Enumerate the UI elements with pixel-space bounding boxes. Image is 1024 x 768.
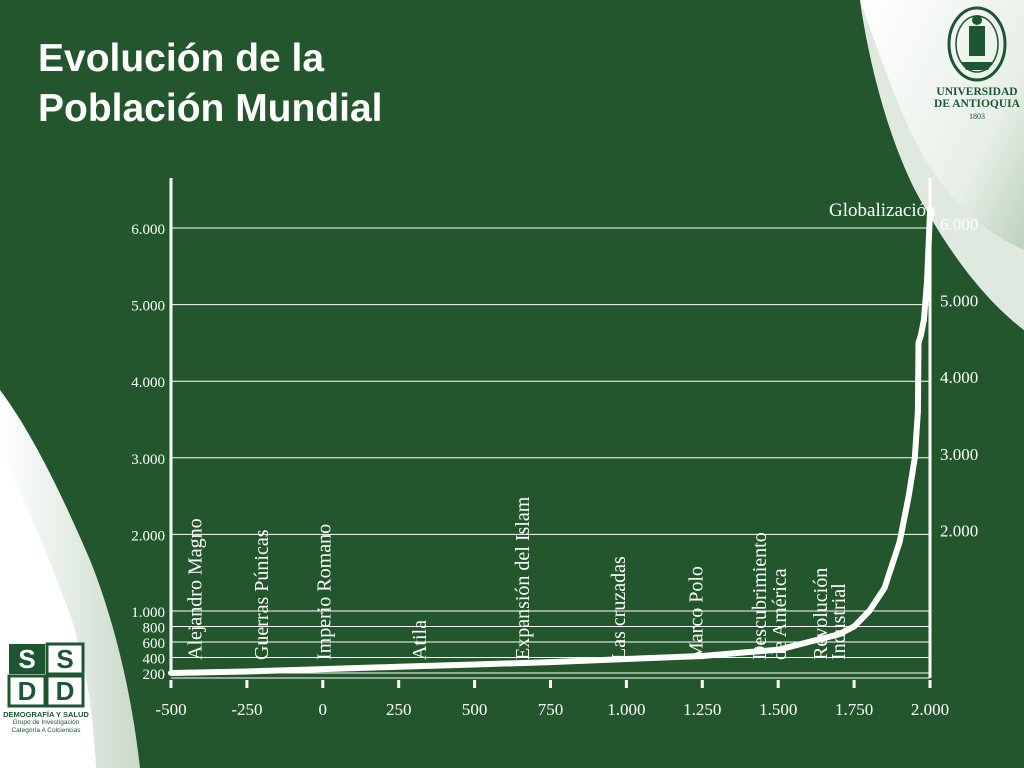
university-year: 1803 — [969, 112, 985, 121]
x-tick-label: 1.000 — [607, 700, 645, 719]
university-name-line-1: UNIVERSIDAD — [936, 86, 1018, 98]
data-point — [398, 666, 400, 668]
data-point — [883, 587, 885, 589]
data-point — [550, 661, 551, 663]
y-tick-label-left: 2.000 — [131, 528, 165, 544]
title-line-2: Población Mundial — [38, 87, 383, 130]
data-point — [923, 319, 925, 321]
y-tick-label-left: 600 — [143, 636, 166, 652]
x-tick-label: 0 — [319, 700, 328, 719]
group-name-line-1: DEMOGRAFÍA Y SALUD — [3, 710, 89, 719]
data-point — [474, 663, 476, 665]
sd-logo-icon: S S D D — [7, 642, 85, 708]
annotation-label: Imperio Romano — [313, 524, 335, 660]
x-tick-label: 750 — [538, 700, 564, 719]
y-tick-label-left: 3.000 — [131, 452, 165, 468]
group-name-line-2: Grupo de Investigación — [12, 719, 80, 726]
y-tick-label-right: 6.000 — [940, 215, 978, 234]
y-tick-label-right: 2.000 — [940, 521, 978, 540]
x-tick-label: 1.750 — [835, 700, 873, 719]
annotation-label: Guerras Púnicas — [251, 529, 273, 660]
data-point — [747, 651, 749, 653]
data-point — [808, 641, 810, 643]
y-tick-label-right: 5.000 — [940, 292, 978, 311]
annotation-label: Alejandro Magno — [184, 518, 206, 660]
x-tick-label: -500 — [155, 700, 186, 719]
university-name-line-2: DE ANTIOQUIA — [934, 98, 1020, 110]
annotation-label: Marco Polo — [685, 566, 707, 660]
sd-logo: S S D D DEMOGRAFÍA Y SALUD Grupo de Inve… — [0, 636, 92, 756]
y-tick-label-left: 4.000 — [131, 375, 165, 391]
data-point — [853, 626, 855, 627]
x-tick-label: 1.500 — [759, 700, 797, 719]
annotation-label: Expansión del Islam — [512, 496, 534, 660]
data-point — [929, 212, 931, 214]
data-point — [246, 670, 248, 672]
y-tick-label-left: 1.000 — [131, 605, 165, 621]
slide-title: Evolución de la Población Mundial — [38, 34, 383, 134]
university-seal-icon — [947, 6, 1007, 82]
data-point — [625, 658, 627, 660]
data-point — [908, 495, 910, 497]
svg-text:D: D — [18, 676, 37, 706]
data-point — [914, 457, 916, 459]
annotation-label: Las cruzadas — [608, 556, 630, 660]
annotation-label: Atila — [409, 620, 431, 660]
data-point — [926, 281, 928, 283]
x-tick-label: 1.250 — [683, 700, 721, 719]
university-logo: UNIVERSIDAD DE ANTIOQUIA 1803 — [934, 0, 1020, 130]
x-tick-label: 500 — [462, 700, 488, 719]
y-tick-label-left: 200 — [143, 667, 166, 683]
data-point — [917, 411, 919, 413]
data-point — [322, 668, 324, 670]
y-tick-label-left: 800 — [143, 621, 166, 637]
x-tick-label: 2.000 — [911, 700, 949, 719]
data-point — [917, 342, 919, 344]
annotation-label: Revolución — [810, 568, 832, 660]
population-line — [168, 209, 933, 676]
y-tick-label-right: 4.000 — [940, 368, 978, 387]
y-tick-label-left: 400 — [143, 652, 166, 668]
annotation-label: Descubrimiento — [749, 532, 771, 660]
title-line-1: Evolución de la — [38, 37, 325, 80]
x-tick-label: -250 — [231, 700, 262, 719]
y-tick-label-right: 3.000 — [940, 445, 978, 464]
svg-text:S: S — [56, 644, 73, 674]
data-point — [170, 672, 172, 674]
annotation-label: de América — [769, 568, 791, 660]
data-point — [920, 334, 922, 336]
data-point — [701, 655, 703, 657]
annotation-label: Industrial — [828, 583, 850, 660]
svg-text:S: S — [18, 644, 35, 674]
top-right-curl-fold — [860, 0, 1024, 330]
group-name-line-3: Categoría A Colciencias — [11, 727, 81, 734]
svg-text:D: D — [56, 676, 75, 706]
x-tick-label: 250 — [386, 700, 412, 719]
y-tick-label-left: 6.000 — [131, 222, 165, 238]
data-point — [777, 649, 779, 651]
data-point — [838, 633, 840, 635]
data-point — [899, 541, 901, 543]
annotation-label: Globalización — [829, 200, 936, 221]
data-point — [868, 610, 870, 612]
y-tick-label-left: 5.000 — [131, 299, 165, 315]
